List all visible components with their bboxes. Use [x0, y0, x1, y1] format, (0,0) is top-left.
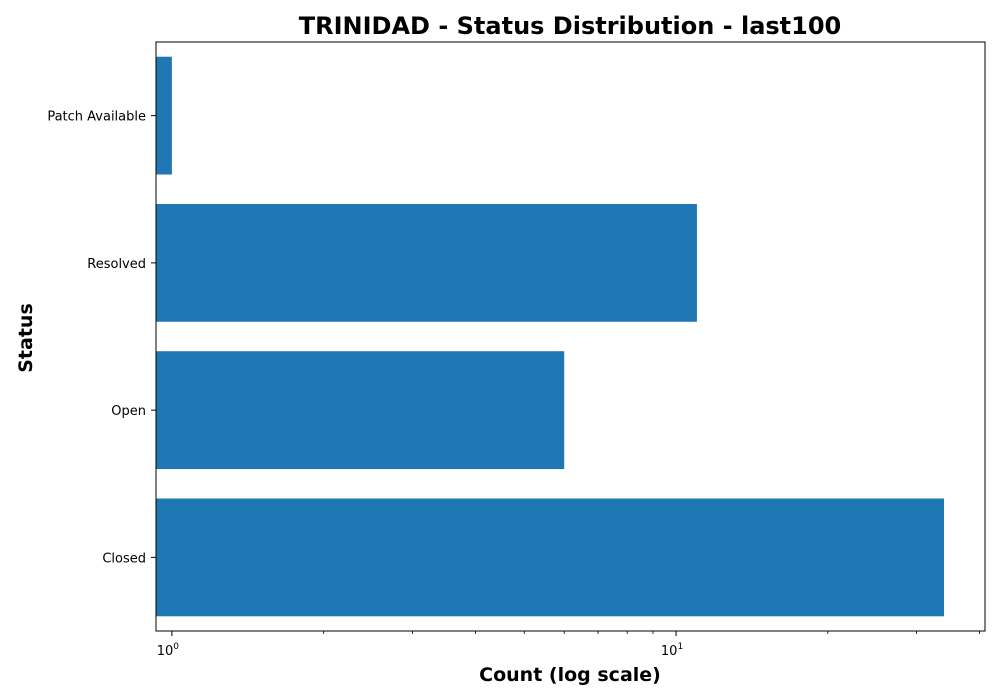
x-axis-ticks: 100 101	[157, 631, 980, 659]
bar-resolved	[156, 203, 697, 322]
bar-patch-available	[156, 56, 172, 175]
y-tick-label: Closed	[102, 551, 146, 566]
x-axis-label: Count (log scale)	[479, 664, 661, 686]
y-tick-label: Resolved	[87, 257, 146, 272]
y-tick-label: Open	[111, 404, 146, 419]
x-tick-label: 100	[157, 642, 180, 659]
bars-group	[156, 56, 945, 617]
chart-title: TRINIDAD - Status Distribution - last100	[299, 12, 842, 40]
bar-closed	[156, 498, 945, 617]
plot-frame	[155, 41, 986, 632]
x-tick-label: 101	[661, 642, 683, 659]
y-axis-label: Status	[15, 303, 37, 373]
y-axis-ticks: Closed Open Resolved Patch Available	[47, 110, 156, 566]
bar-open	[156, 351, 565, 470]
y-tick-label: Patch Available	[47, 110, 146, 125]
